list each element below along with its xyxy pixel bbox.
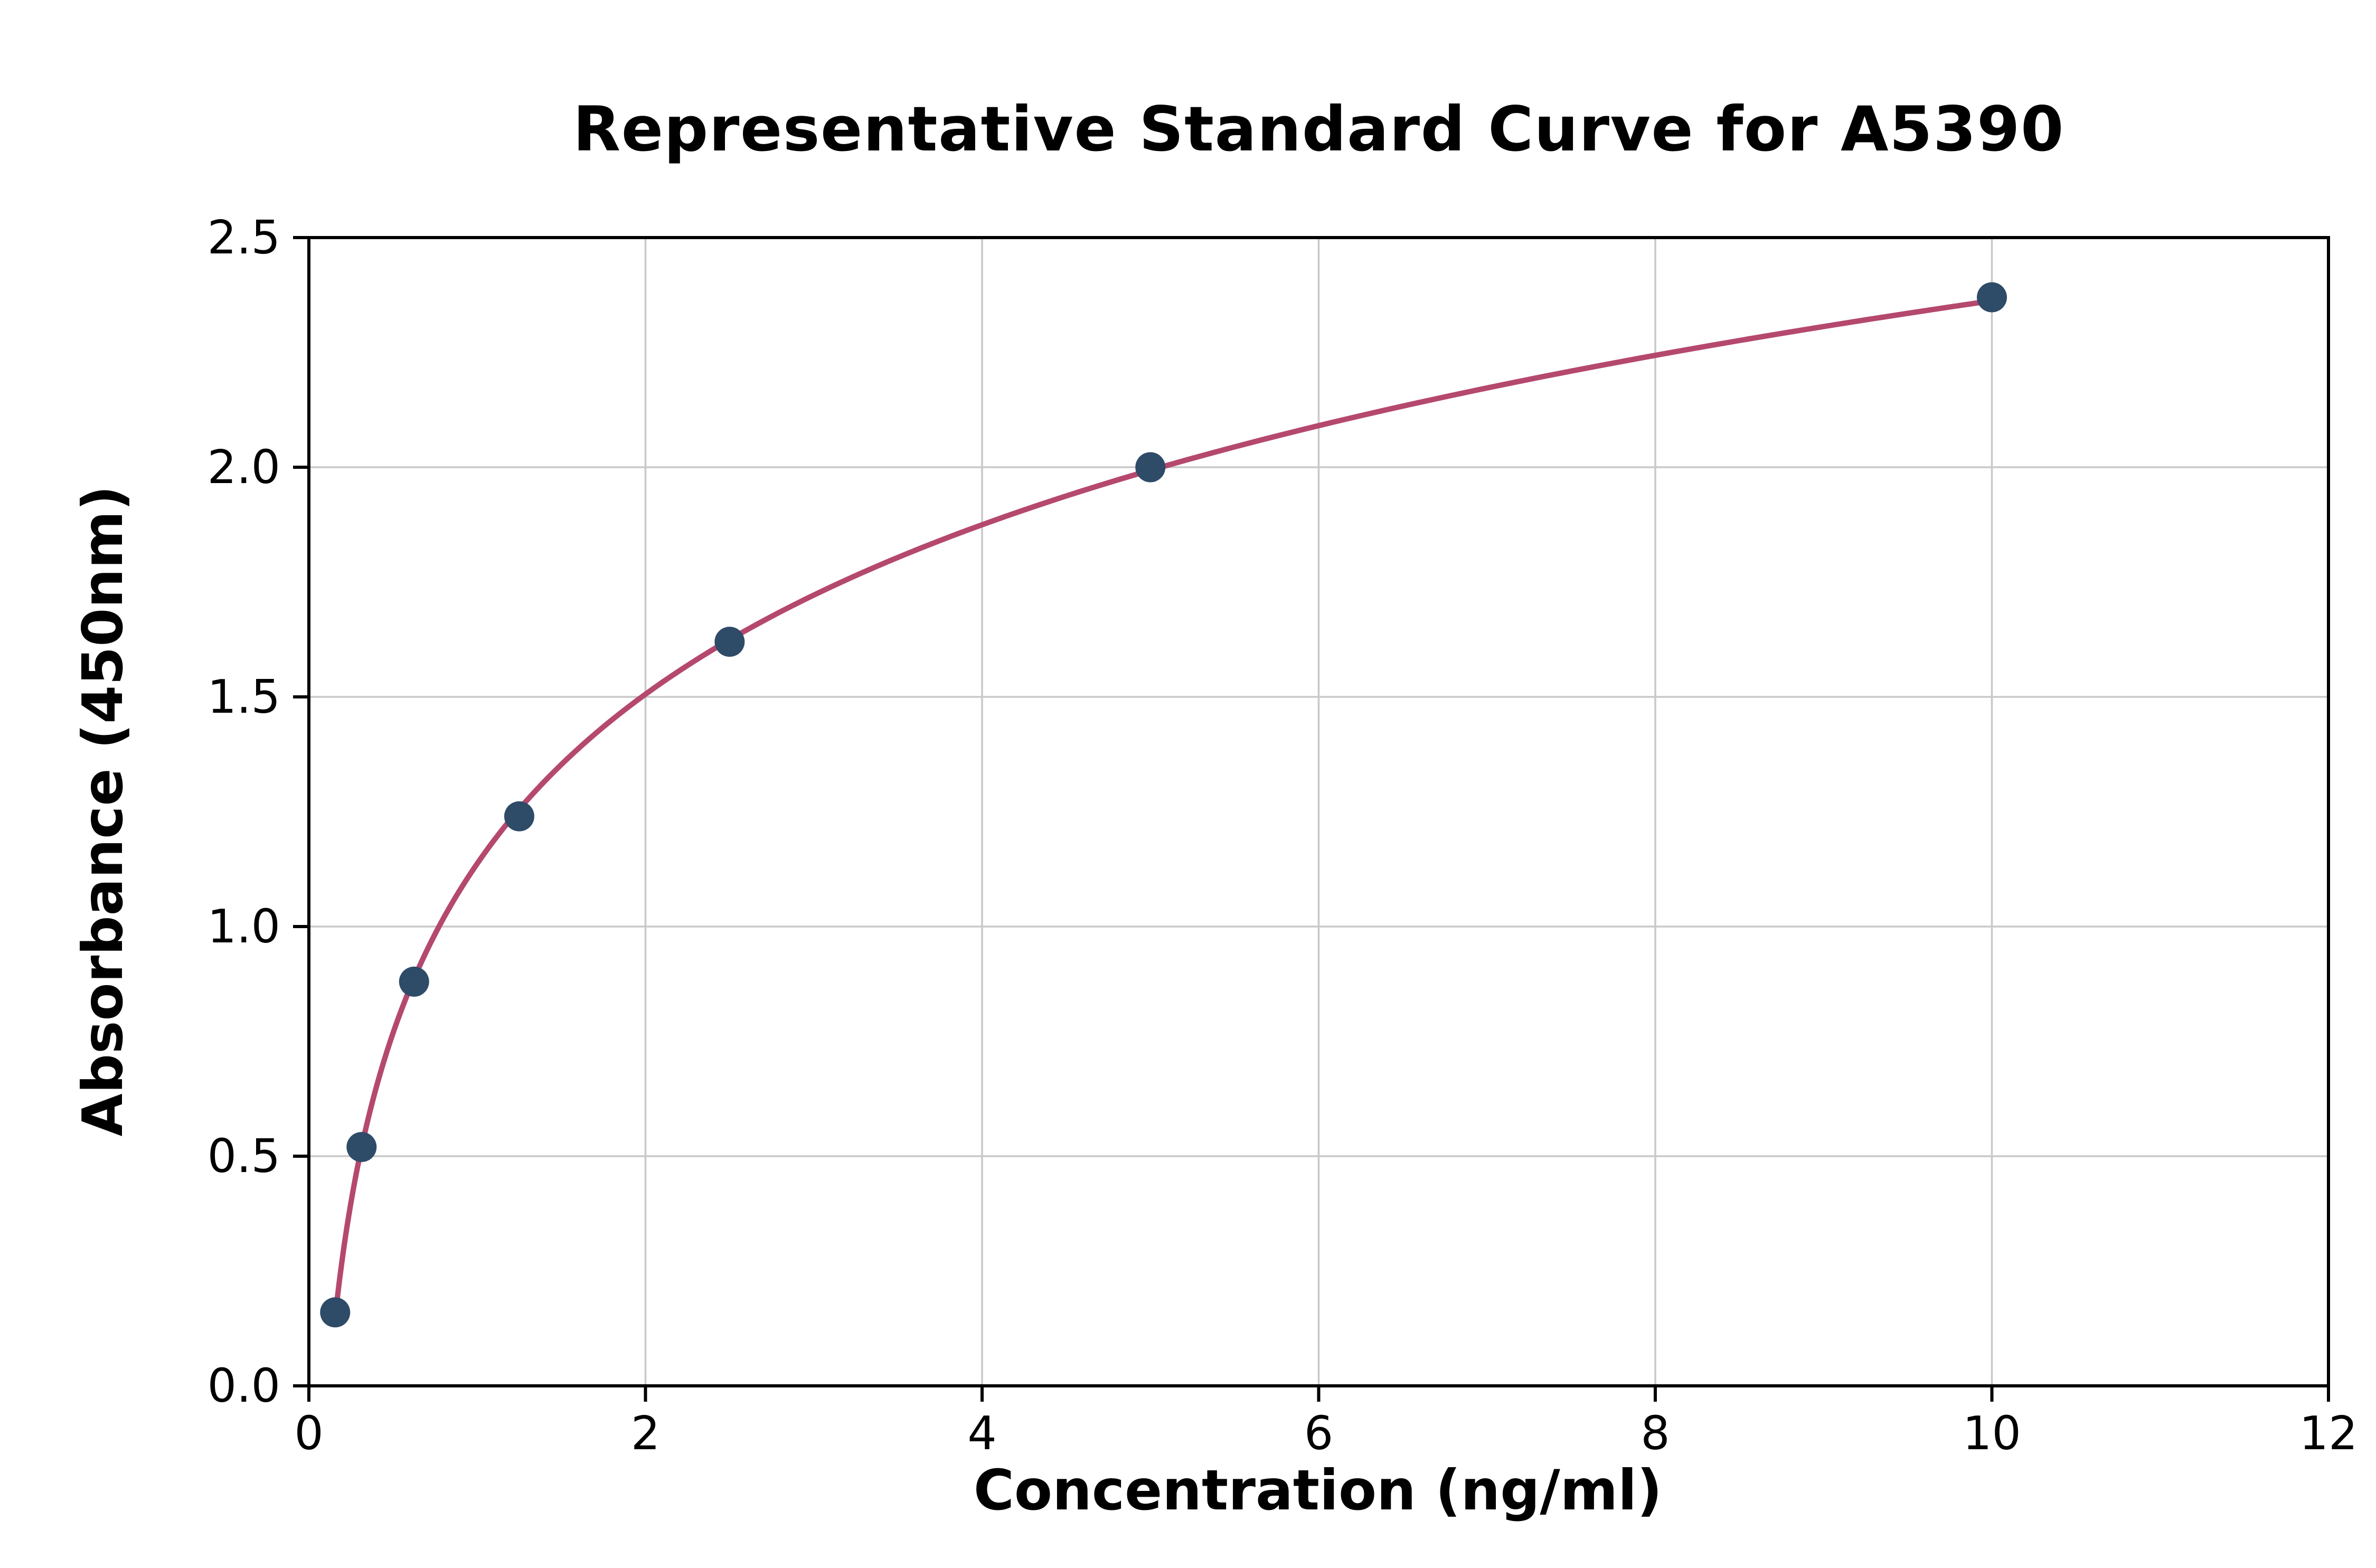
x-tick-label: 6 (1304, 1406, 1333, 1460)
data-point (1977, 282, 2007, 313)
chart-title: Representative Standard Curve for A5390 (573, 95, 2064, 166)
x-tick-label: 8 (1640, 1406, 1670, 1460)
y-tick-label: 2.0 (208, 440, 280, 494)
y-tick-label: 2.5 (208, 211, 280, 265)
data-point (714, 627, 745, 657)
data-point (399, 966, 429, 997)
data-point (1135, 452, 1166, 483)
x-tick-label: 0 (294, 1406, 323, 1460)
y-tick-label: 1.0 (208, 900, 280, 953)
x-tick-label: 4 (967, 1406, 996, 1460)
data-point (320, 1297, 351, 1328)
y-tick-label: 1.5 (208, 670, 280, 724)
x-tick-label: 10 (1963, 1406, 2021, 1460)
x-tick-label: 12 (2299, 1406, 2358, 1460)
standard-curve-line (332, 298, 1995, 1321)
data-point (504, 801, 534, 832)
y-tick-label: 0.0 (208, 1359, 280, 1413)
data-point (346, 1132, 377, 1163)
x-axis-label: Concentration (ng/ml) (973, 1460, 1663, 1524)
y-tick-label: 0.5 (208, 1129, 280, 1183)
x-tick-label: 2 (631, 1406, 660, 1460)
